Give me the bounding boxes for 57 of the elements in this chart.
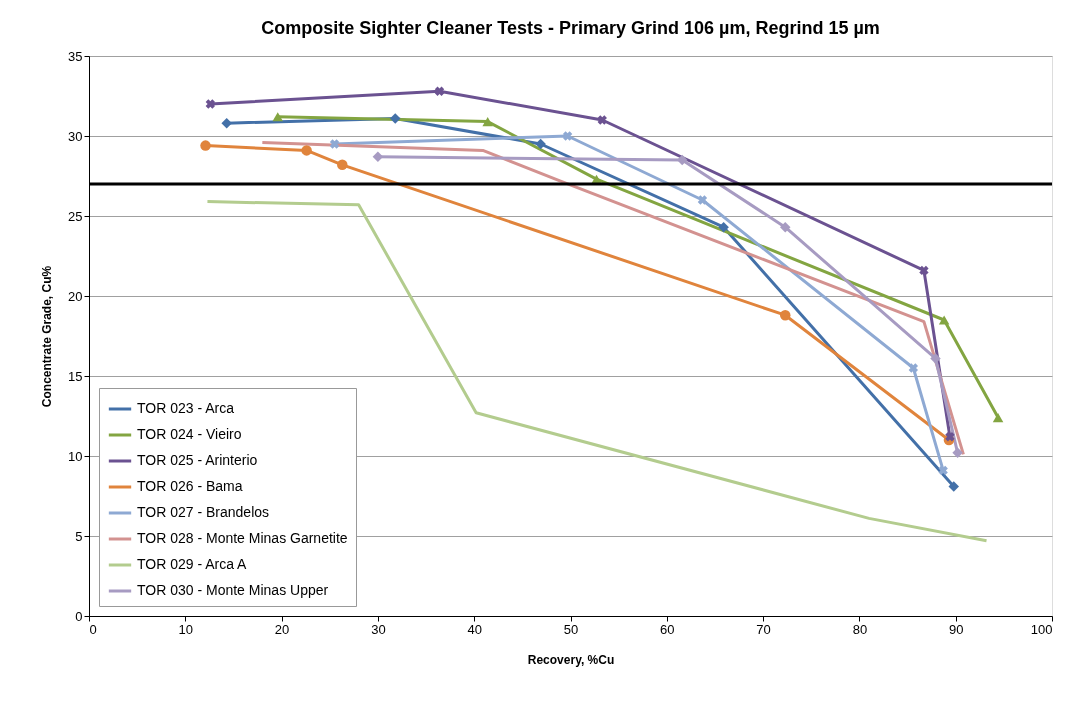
- point: [337, 159, 348, 171]
- legend-label: TOR 030 - Monte Minas Upper: [137, 582, 329, 598]
- x-tick-label: 10: [178, 621, 194, 637]
- point: [938, 465, 948, 476]
- legend-label: TOR 027 - Brandelos: [137, 504, 270, 520]
- point: [945, 432, 955, 442]
- y-tick-label: 20: [68, 288, 83, 304]
- y-tick-label: 10: [68, 448, 83, 464]
- x-tick-label: 40: [467, 621, 482, 637]
- x-tick-label: 80: [852, 621, 868, 637]
- point: [200, 140, 211, 151]
- legend-label: TOR 023 - Arca: [137, 400, 235, 416]
- point: [780, 309, 791, 321]
- point: [535, 138, 546, 150]
- point: [389, 113, 401, 124]
- point: [938, 315, 950, 325]
- point: [952, 447, 963, 459]
- point: [930, 353, 941, 364]
- x-tick-label: 90: [948, 621, 964, 637]
- point: [697, 195, 708, 205]
- point: [482, 117, 493, 127]
- x-tick-label: 70: [756, 621, 771, 637]
- legend-label: TOR 025 - Arinterio: [137, 452, 258, 468]
- x-tick-label: 50: [563, 621, 579, 637]
- y-tick-label: 30: [68, 128, 83, 144]
- x-tick-label: 30: [371, 621, 386, 637]
- point: [992, 413, 1004, 423]
- y-tick-label: 25: [68, 208, 83, 224]
- x-axis-title: Recovery, %Cu: [527, 652, 615, 667]
- point: [908, 363, 919, 373]
- point: [434, 86, 445, 96]
- point: [562, 131, 573, 141]
- point: [205, 99, 216, 109]
- legend-label: TOR 028 - Monte Minas Garnetite: [137, 530, 348, 546]
- point: [718, 221, 729, 233]
- y-tick-label: 15: [68, 368, 83, 384]
- x-tick-label: 0: [89, 621, 97, 637]
- legend-label: TOR 026 - Bama: [137, 478, 243, 494]
- point: [780, 221, 791, 233]
- y-axis-title: Concentrate Grade, Cu%: [40, 265, 55, 408]
- y-tick-label: 35: [68, 48, 83, 64]
- point: [301, 145, 312, 156]
- y-tick-label: 0: [75, 608, 83, 624]
- x-tick-label: 100: [1030, 621, 1053, 637]
- y-tick-label: 5: [75, 528, 83, 544]
- point: [597, 115, 607, 125]
- point: [221, 117, 232, 129]
- chart-title: Composite Sighter Cleaner Tests - Primary Grind 106 µm, Regrind 15 µm: [261, 18, 880, 38]
- point: [272, 112, 283, 122]
- x-tick-label: 60: [660, 621, 675, 637]
- point: [329, 139, 340, 149]
- x-tick-label: 20: [274, 621, 290, 637]
- legend-label: TOR 029 - Arca A: [137, 556, 248, 572]
- point: [948, 481, 960, 492]
- legend-label: TOR 024 - Vieiro: [137, 426, 242, 442]
- point: [919, 265, 929, 276]
- line-series: [205, 200, 989, 543]
